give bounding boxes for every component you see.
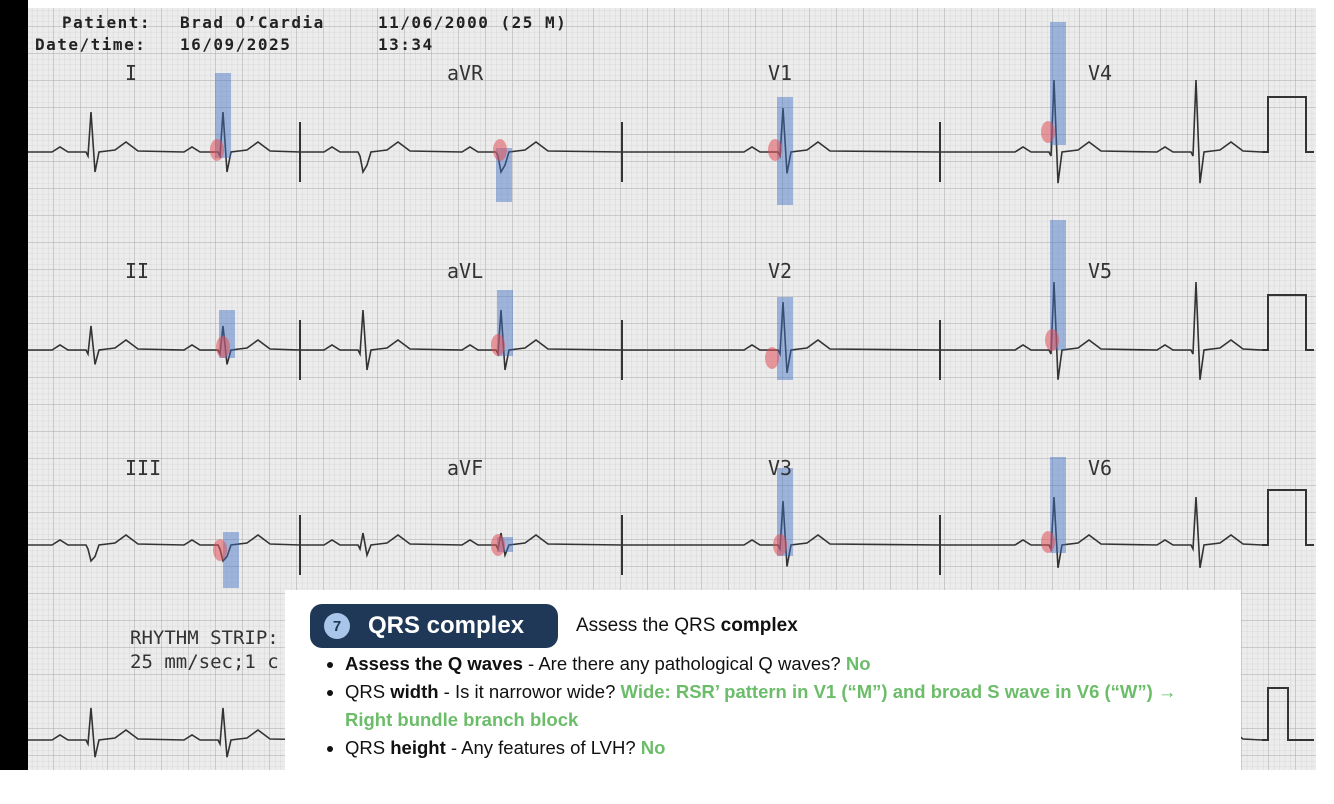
ecg-trace <box>622 301 941 373</box>
step-badge: 7 QRS complex <box>310 604 558 648</box>
text-segment: width <box>390 681 439 702</box>
q-marker <box>773 534 787 556</box>
q-marker <box>1041 531 1055 553</box>
q-marker <box>493 139 507 161</box>
check-item: QRS width - Is it narrowor wide? Wide: R… <box>345 678 1225 734</box>
time: 13:34 <box>378 35 434 54</box>
patient-name: Brad O’Cardia <box>180 13 325 32</box>
calibration <box>1262 294 1314 351</box>
text-segment: Assess the Q waves <box>345 653 523 674</box>
checklist: Assess the Q waves - Are there any patho… <box>325 650 1225 762</box>
lead-label: V1 <box>768 61 792 85</box>
lead-label: I <box>125 61 137 85</box>
qrs-highlight <box>496 148 512 202</box>
q-marker <box>491 534 505 556</box>
lead-label: V2 <box>768 259 792 283</box>
ecg-trace <box>300 532 623 559</box>
card-subtitle: Assess the QRS complex <box>576 615 798 637</box>
qrs-highlight <box>1050 457 1066 553</box>
ecg-trace <box>300 141 623 175</box>
text-segment: QRS <box>345 737 391 758</box>
text-segment: QRS <box>345 681 391 702</box>
ecg-trace <box>28 111 301 173</box>
qrs-highlight <box>777 297 793 380</box>
text-segment: Wide: RSR’ pattern in V1 (“M”) and broad… <box>345 681 1177 730</box>
ecg-trace <box>622 500 941 567</box>
lead-label: III <box>125 456 161 480</box>
calibration <box>1262 489 1314 546</box>
dob: 11/06/2000 (25 M) <box>378 13 567 32</box>
text-segment: - Any features of LVH? <box>445 737 641 758</box>
q-marker <box>491 334 505 356</box>
qrs-highlight <box>223 532 239 588</box>
lead-label: aVR <box>447 61 484 85</box>
lead-label: aVF <box>447 456 483 480</box>
ecg-trace <box>28 534 301 563</box>
q-marker <box>768 139 782 161</box>
ecg-trace <box>940 79 1263 184</box>
text-segment: height <box>390 737 446 758</box>
qrs-highlight <box>777 468 793 556</box>
datetime-label: Date/time: <box>35 35 146 54</box>
lead-label: V4 <box>1088 61 1112 85</box>
calibration <box>1262 687 1314 741</box>
left-edge <box>0 0 28 770</box>
rhythm-speed: 25 mm/sec;1 c <box>130 651 279 673</box>
rhythm-label: RHYTHM STRIP: <box>130 627 279 649</box>
lead-label: aVL <box>447 259 483 283</box>
q-marker <box>210 139 224 161</box>
qrs-highlight <box>1050 22 1066 145</box>
text-segment: - Are there any pathological Q waves? <box>522 653 846 674</box>
traces <box>28 22 1314 758</box>
q-marker <box>216 336 230 358</box>
q-marker <box>213 539 227 561</box>
check-item: Assess the Q waves - Are there any patho… <box>345 650 1225 678</box>
lead-label: V6 <box>1088 456 1112 480</box>
q-marker <box>1045 329 1059 351</box>
qrs-highlight <box>215 73 231 158</box>
text-segment: Assess the QRS <box>576 615 721 636</box>
date: 16/09/2025 <box>180 35 291 54</box>
lead-label: V3 <box>768 456 792 480</box>
text-segment: No <box>845 653 871 674</box>
qrs-highlight <box>777 97 793 205</box>
calibration <box>1262 96 1314 153</box>
q-marker <box>765 347 779 369</box>
ecg-trace <box>28 325 301 365</box>
check-item: QRS height - Any features of LVH? No <box>345 734 1225 762</box>
text-segment: complex <box>720 615 798 636</box>
patient-label: Patient: <box>62 13 151 32</box>
text-segment: No <box>640 737 666 758</box>
ecg-trace <box>622 107 941 174</box>
step-number: 7 <box>324 613 350 639</box>
lead-label: II <box>125 259 149 283</box>
info-card: 7 QRS complex Assess the QRS complex Ass… <box>285 590 1241 770</box>
q-marker <box>1041 121 1055 143</box>
text-segment: - Is it narrowor wide? <box>438 681 621 702</box>
lead-label: V5 <box>1088 259 1112 283</box>
ecg-trace <box>940 281 1263 380</box>
qrs-highlight <box>1050 220 1066 350</box>
ecg-trace <box>300 309 623 371</box>
card-title: QRS complex <box>368 612 525 639</box>
